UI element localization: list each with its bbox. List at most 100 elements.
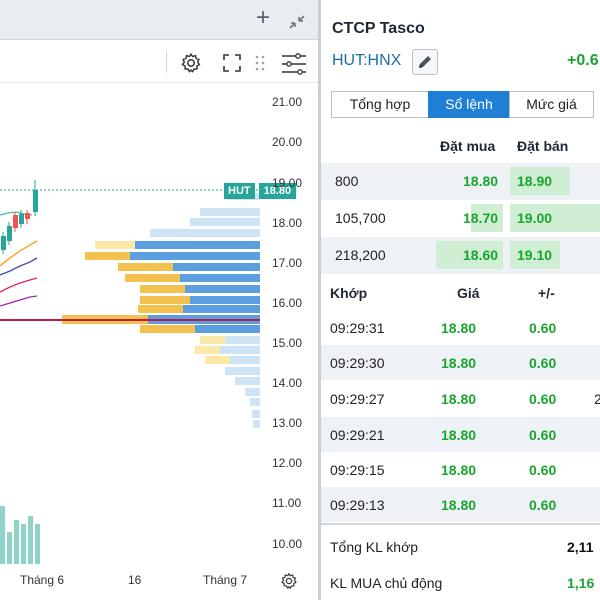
edit-ticker-button[interactable]	[412, 49, 438, 75]
trade-change: 0.60	[529, 462, 557, 478]
toolbar-divider	[166, 51, 167, 73]
trade-row: 09:29:30 18.80 0.60	[321, 345, 600, 380]
y-axis-label: 15.00	[272, 336, 303, 350]
y-axis-label: 17.00	[272, 256, 303, 270]
trade-time: 09:29:31	[330, 320, 385, 336]
bid-depth-bar	[471, 204, 503, 232]
y-axis-label: 11.00	[272, 496, 302, 510]
trade-change: 0.60	[529, 355, 557, 371]
order-book-header: Đặt mua Đặt bán	[321, 133, 600, 161]
y-axis-label: 18.00	[272, 216, 303, 230]
bid-volume: 218,200	[335, 247, 386, 263]
y-axis-label: 13.00	[272, 416, 303, 430]
y-axis-label: 16.00	[272, 296, 303, 310]
summary-row: Tổng KL khớp 2,11	[321, 530, 600, 564]
y-axis-label: 20.00	[272, 135, 303, 149]
y-axis-label: 19.00	[272, 176, 303, 190]
summary-divider	[321, 523, 600, 525]
price-header: Giá	[457, 285, 480, 301]
trade-row: 09:29:15 18.80 0.60	[321, 452, 600, 487]
collapse-icon[interactable]	[288, 14, 306, 30]
axis-settings-gear-icon[interactable]	[280, 572, 298, 590]
add-chart-icon[interactable]: +	[256, 4, 271, 31]
order-book-row[interactable]: 105,700 18.70 19.00	[321, 200, 600, 237]
ask-price: 19.10	[517, 247, 553, 263]
settings-gear-icon[interactable]	[180, 52, 202, 74]
trade-time: 09:29:15	[330, 462, 385, 478]
trade-price: 18.80	[441, 391, 477, 407]
price-tag-ticker: HUT	[224, 183, 255, 199]
y-axis-label: 14.00	[272, 376, 303, 390]
summary-label: Tổng KL khớp	[330, 539, 419, 555]
x-axis-label: 16	[128, 573, 142, 587]
y-axis-label: 10.00	[272, 537, 303, 551]
ma-line-pink	[0, 277, 38, 293]
order-panel: CTCP Tasco HUT:HNX +0.6 Tổng hợp Sổ lệnh…	[321, 0, 600, 600]
volume-profile	[62, 193, 260, 428]
trade-price: 18.80	[441, 497, 477, 513]
bid-header: Đặt mua	[440, 138, 496, 154]
drag-handle-icon[interactable]	[255, 53, 265, 73]
bid-volume: 800	[335, 173, 359, 189]
tab-tong-hop[interactable]: Tổng hợp	[331, 91, 429, 118]
order-book-row[interactable]: 800 18.80 18.90	[321, 163, 600, 200]
bid-price: 18.60	[463, 247, 499, 263]
tab-bar: Tổng hợp Sổ lệnh Mức giá	[331, 91, 594, 118]
ask-depth-bar	[510, 167, 570, 195]
ask-depth-bar	[510, 241, 560, 269]
layout-menu-icon[interactable]	[280, 51, 308, 77]
last-price-tag: HUT 18.80	[224, 183, 297, 199]
trade-time: 09:29:21	[330, 427, 385, 443]
chart-titlebar: +	[0, 0, 318, 40]
company-name: CTCP Tasco	[332, 20, 425, 37]
tab-muc-gia[interactable]: Mức giá	[509, 91, 594, 118]
trade-row: 09:29:13 18.80 0.60	[321, 487, 600, 522]
panel-divider[interactable]	[318, 0, 321, 600]
bid-volume: 105,700	[335, 210, 386, 226]
summary-label: KL MUA chủ động	[330, 575, 443, 591]
price-change: +0.6	[567, 52, 599, 69]
trade-volume: 2	[594, 391, 600, 407]
trade-change: 0.60	[529, 427, 557, 443]
trade-change: 0.60	[529, 497, 557, 513]
y-axis-label: 12.00	[272, 456, 303, 470]
trade-time: 09:29:13	[330, 497, 385, 513]
trade-change: 0.60	[529, 391, 557, 407]
trade-row: 09:29:31 18.80 0.60	[321, 310, 600, 345]
price-chart[interactable]	[0, 84, 318, 569]
summary-row: KL MUA chủ động 1,16	[321, 566, 600, 600]
summary-value: 2,11	[567, 539, 594, 555]
price-tag-value: 18.80	[258, 183, 297, 199]
pencil-icon	[419, 56, 431, 68]
time-header: Khớp	[330, 285, 368, 301]
ma-line-blue	[0, 257, 38, 276]
bid-price: 18.70	[463, 210, 499, 226]
chart-panel: +	[0, 0, 318, 600]
chart-toolbar	[0, 41, 318, 83]
trade-row: 09:29:21 18.80 0.60	[321, 417, 600, 452]
x-axis-label: Tháng 6	[20, 573, 65, 587]
ask-price: 18.90	[517, 173, 553, 189]
tab-so-lenh[interactable]: Sổ lệnh	[428, 91, 510, 118]
candles	[1, 180, 38, 254]
volume-bars	[0, 506, 40, 564]
trade-price: 18.80	[441, 355, 477, 371]
ask-depth-bar	[510, 204, 600, 232]
change-header: +/-	[538, 285, 555, 301]
trade-row: 09:29:27 18.80 0.60 2	[321, 381, 600, 416]
ma-line-orange	[0, 240, 38, 267]
x-axis-label: Tháng 7	[203, 573, 248, 587]
trade-price: 18.80	[441, 462, 477, 478]
trades-header: Khớp Giá +/-	[321, 280, 600, 308]
summary-value: 1,16	[567, 575, 595, 591]
bid-price: 18.80	[463, 173, 499, 189]
ma-line-purple	[0, 295, 38, 307]
bid-depth-bar	[436, 241, 503, 269]
ask-price: 19.00	[517, 210, 553, 226]
order-book-row[interactable]: 218,200 18.60 19.10	[321, 237, 600, 274]
trade-change: 0.60	[529, 320, 557, 336]
ticker-symbol[interactable]: HUT:HNX	[332, 52, 402, 69]
ask-header: Đặt bán	[517, 138, 569, 154]
fullscreen-icon[interactable]	[222, 53, 242, 73]
